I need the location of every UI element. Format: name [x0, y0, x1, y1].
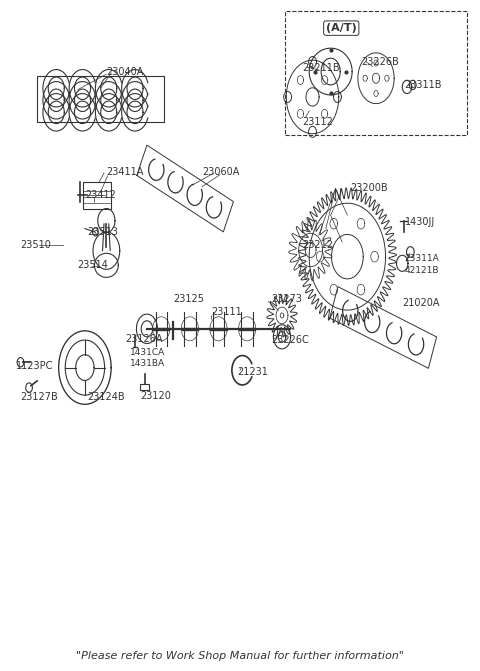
Text: 23273: 23273 — [271, 294, 302, 304]
Text: (A/T): (A/T) — [326, 23, 357, 33]
Text: 23126A: 23126A — [125, 334, 163, 344]
Text: 23510: 23510 — [21, 240, 51, 250]
Text: 23040A: 23040A — [107, 66, 144, 76]
Text: 23111: 23111 — [211, 307, 242, 317]
Text: 21020A: 21020A — [402, 299, 440, 309]
Text: 23514: 23514 — [78, 260, 108, 270]
Text: 23212: 23212 — [302, 240, 333, 250]
Text: 1430JJ: 1430JJ — [405, 217, 435, 227]
Text: 1431BA: 1431BA — [130, 359, 166, 368]
Bar — [37, 76, 164, 121]
Text: 1431CA: 1431CA — [130, 348, 166, 357]
Bar — [140, 384, 149, 391]
Text: 23120: 23120 — [140, 391, 171, 401]
Text: 23127B: 23127B — [21, 392, 58, 402]
Text: 23112: 23112 — [302, 117, 333, 127]
Text: 21231: 21231 — [238, 367, 268, 377]
Text: 23226B: 23226B — [362, 56, 399, 66]
Text: 23311A: 23311A — [405, 254, 439, 263]
Text: "Please refer to Work Shop Manual for further information": "Please refer to Work Shop Manual for fu… — [76, 652, 404, 661]
Text: 23060A: 23060A — [202, 167, 239, 176]
Text: 23226C: 23226C — [271, 336, 309, 345]
Text: 23411A: 23411A — [107, 167, 144, 176]
Text: 23311B: 23311B — [405, 80, 442, 90]
Text: 23125: 23125 — [173, 294, 204, 304]
Bar — [285, 11, 467, 135]
Text: 42121B: 42121B — [405, 266, 439, 274]
Text: 23211B: 23211B — [302, 63, 340, 73]
Text: 23200B: 23200B — [350, 183, 387, 193]
Text: 23513: 23513 — [87, 227, 118, 237]
Text: 23412: 23412 — [85, 190, 116, 200]
Text: 23124B: 23124B — [87, 392, 125, 402]
Text: 1123PC: 1123PC — [16, 360, 53, 370]
